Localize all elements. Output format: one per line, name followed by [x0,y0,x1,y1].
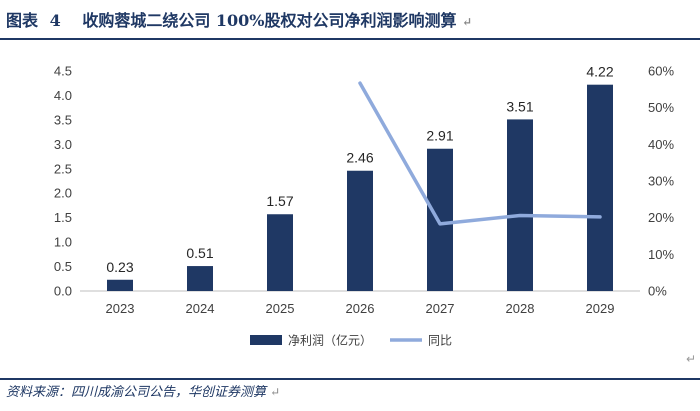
left-axis-tick-label: 1.0 [54,235,72,250]
right-axis-tick-label: 30% [648,174,674,189]
x-axis-tick-label: 2025 [266,301,295,316]
legend-swatch-bar [250,335,282,345]
figure-number: 4 [49,11,61,30]
left-axis-tick-label: 3.5 [54,112,72,127]
chart: 0.0 0.5 1.0 1.5 2.0 2.5 3.0 3.5 4.0 4.5 0% 10% 20% 30… [54,64,675,348]
right-axis-tick-label: 40% [648,137,674,152]
source-text: 资料来源：四川成渝公司公告，华创证券测算 [6,385,267,400]
bar-value-label: 0.51 [186,245,213,261]
source-note: 资料来源：四川成渝公司公告，华创证券测算 ↵ [6,381,280,403]
bar-value-label: 2.46 [346,150,373,166]
left-axis-tick-label: 1.5 [54,210,72,225]
legend-label-line: 同比 [428,334,452,348]
x-axis-tick-label: 2023 [106,301,135,316]
bar-value-label: 3.51 [506,98,533,114]
bar-2025 [267,214,293,291]
bar-2023 [107,279,133,291]
right-axis-tick-label: 0% [648,284,667,299]
bar-2024 [187,266,213,291]
left-axis-tick-label: 4.5 [54,64,72,79]
bar-value-label: 1.57 [266,193,293,209]
figure-title: 图表 4 收购蓉城二绕公司 100%股权对公司净利润影响测算 ↵ [6,8,472,34]
bar-2029 [587,84,613,291]
legend-label-bar: 净利润（亿元） [288,333,372,348]
left-axis-tick-label: 0.0 [54,284,72,299]
bar-2028 [507,119,533,292]
paragraph-mark-icon: ↵ [462,15,473,29]
x-axis-tick-label: 2028 [506,301,535,316]
bar-2027 [427,148,453,291]
left-axis-tick-label: 3.0 [54,137,72,152]
right-axis-tick-label: 20% [648,210,674,225]
title-divider [0,38,700,40]
left-axis-tick-label: 0.5 [54,259,72,274]
x-axis-tick-label: 2029 [586,301,615,316]
paragraph-mark-icon: ↵ [270,385,281,399]
x-axis-tick-label: 2027 [426,301,455,316]
bar-value-label: 2.91 [426,128,453,144]
right-axis-tick-label: 60% [648,64,674,79]
right-axis-tick-label: 50% [648,100,674,115]
bar-value-label: 4.22 [586,64,613,80]
figure-label: 图表 [6,11,39,30]
x-axis-tick-label: 2026 [346,301,375,316]
figure-title-text: 收购蓉城二绕公司 100%股权对公司净利润影响测算 [82,11,457,30]
growth-line [358,81,602,226]
left-axis-tick-label: 4.0 [54,88,72,103]
bar-2026 [347,170,373,291]
left-axis-tick-label: 2.5 [54,161,72,176]
footer-divider [0,378,700,380]
right-axis-tick-label: 10% [648,247,674,262]
bar-value-label: 0.23 [106,259,133,275]
left-axis-tick-label: 2.0 [54,186,72,201]
x-axis-tick-label: 2024 [186,301,215,316]
paragraph-mark-icon: ↵ [685,352,696,366]
